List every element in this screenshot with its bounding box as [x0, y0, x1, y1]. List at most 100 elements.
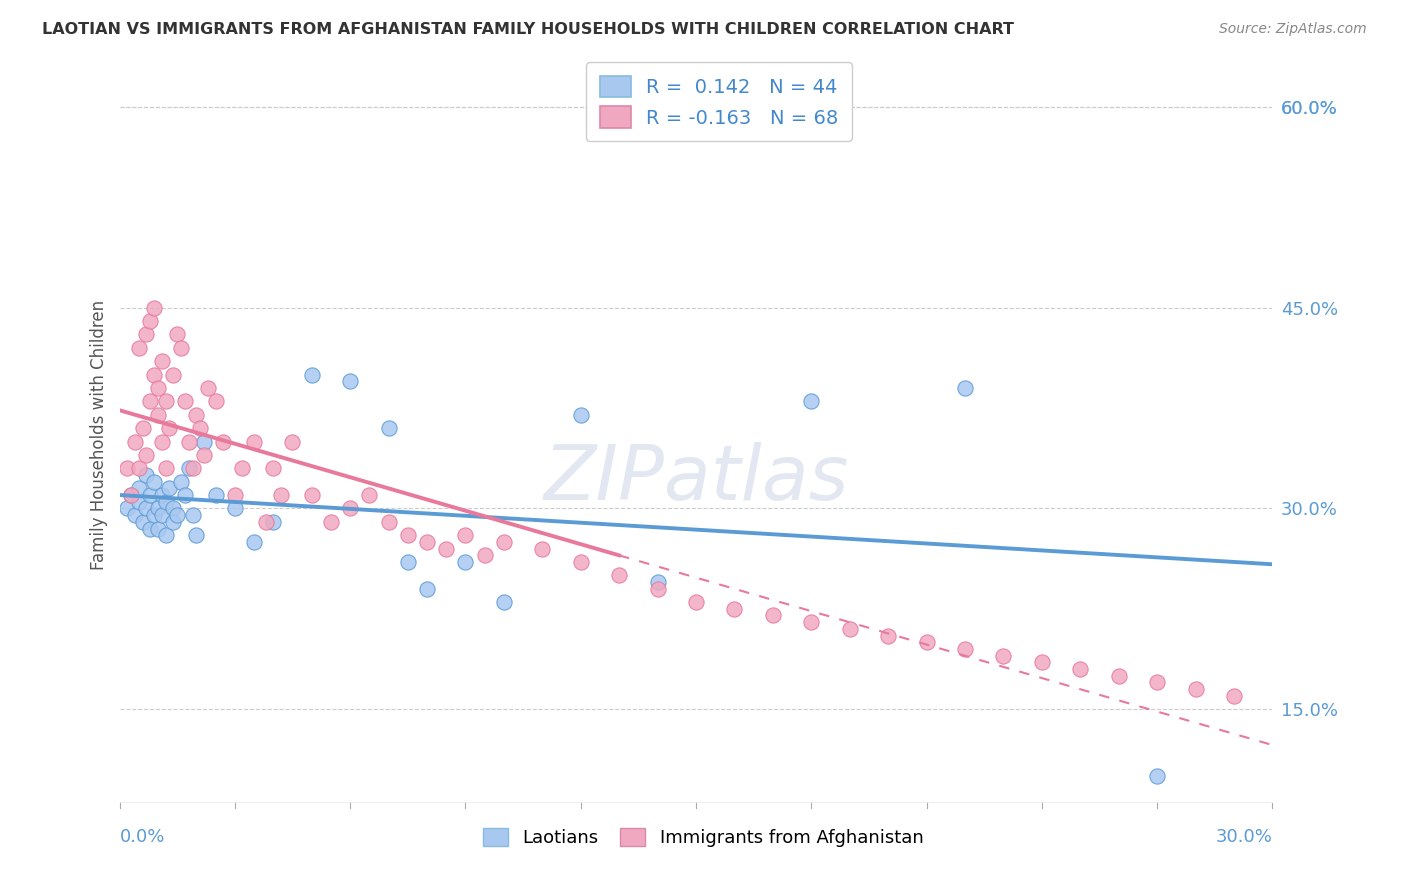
Point [128, 341, 150, 355]
Point [301, 488, 323, 502]
Point [569, 555, 592, 569]
Point [531, 541, 554, 556]
Point [197, 381, 219, 395]
Point [270, 488, 292, 502]
Point [993, 648, 1015, 663]
Point [150, 354, 173, 368]
Point [762, 608, 785, 623]
Point [607, 568, 630, 582]
Point [377, 421, 399, 435]
Point [162, 515, 184, 529]
Point [647, 574, 669, 589]
Point [1146, 769, 1168, 783]
Point [1223, 689, 1246, 703]
Point [186, 408, 208, 422]
Point [139, 521, 162, 535]
Point [800, 394, 823, 409]
Point [135, 467, 157, 482]
Point [188, 421, 211, 435]
Point [685, 595, 707, 609]
Point [173, 488, 195, 502]
Point [454, 555, 477, 569]
Text: 30.0%: 30.0% [1216, 828, 1272, 846]
Point [181, 461, 204, 475]
Point [166, 508, 188, 523]
Point [1146, 675, 1168, 690]
Point [319, 515, 342, 529]
Point [177, 461, 200, 475]
Point [155, 528, 177, 542]
Point [186, 528, 208, 542]
Point [143, 301, 166, 315]
Point [723, 601, 745, 615]
Point [243, 434, 266, 449]
Point [1108, 669, 1130, 683]
Point [359, 488, 381, 502]
Legend: Laotians, Immigrants from Afghanistan: Laotians, Immigrants from Afghanistan [475, 822, 931, 855]
Point [647, 582, 669, 596]
Point [143, 368, 166, 382]
Point [143, 508, 166, 523]
Y-axis label: Family Households with Children: Family Households with Children [90, 300, 108, 570]
Point [128, 461, 150, 475]
Point [170, 341, 193, 355]
Text: Source: ZipAtlas.com: Source: ZipAtlas.com [1219, 22, 1367, 37]
Point [877, 628, 900, 642]
Point [193, 434, 215, 449]
Point [120, 488, 142, 502]
Point [177, 434, 200, 449]
Point [915, 635, 938, 649]
Point [181, 508, 204, 523]
Point [155, 394, 177, 409]
Point [135, 327, 157, 342]
Point [339, 501, 361, 516]
Point [155, 494, 177, 508]
Point [262, 461, 284, 475]
Point [139, 314, 162, 328]
Point [162, 368, 184, 382]
Point [135, 448, 157, 462]
Point [159, 481, 181, 495]
Point [150, 508, 173, 523]
Legend: R =  0.142   N = 44, R = -0.163   N = 68: R = 0.142 N = 44, R = -0.163 N = 68 [586, 62, 852, 141]
Point [262, 515, 284, 529]
Point [173, 394, 195, 409]
Point [492, 534, 515, 549]
Point [492, 595, 515, 609]
Point [115, 461, 138, 475]
Point [953, 381, 976, 395]
Point [224, 488, 246, 502]
Point [166, 327, 188, 342]
Point [170, 475, 193, 489]
Point [416, 582, 439, 596]
Point [1069, 662, 1091, 676]
Text: LAOTIAN VS IMMIGRANTS FROM AFGHANISTAN FAMILY HOUSEHOLDS WITH CHILDREN CORRELATI: LAOTIAN VS IMMIGRANTS FROM AFGHANISTAN F… [42, 22, 1014, 37]
Point [139, 488, 162, 502]
Point [193, 448, 215, 462]
Point [396, 555, 419, 569]
Point [377, 515, 399, 529]
Point [281, 434, 304, 449]
Point [243, 534, 266, 549]
Point [1031, 655, 1053, 669]
Point [838, 622, 860, 636]
Point [128, 494, 150, 508]
Point [204, 488, 226, 502]
Point [800, 615, 823, 630]
Point [120, 488, 142, 502]
Text: ZIPatlas: ZIPatlas [543, 442, 849, 516]
Point [124, 434, 146, 449]
Point [155, 461, 177, 475]
Point [474, 548, 496, 563]
Point [396, 528, 419, 542]
Point [115, 501, 138, 516]
Point [416, 534, 439, 549]
Point [150, 488, 173, 502]
Point [143, 475, 166, 489]
Text: 0.0%: 0.0% [120, 828, 165, 846]
Point [339, 374, 361, 388]
Point [224, 501, 246, 516]
Point [204, 394, 226, 409]
Point [128, 481, 150, 495]
Point [135, 501, 157, 516]
